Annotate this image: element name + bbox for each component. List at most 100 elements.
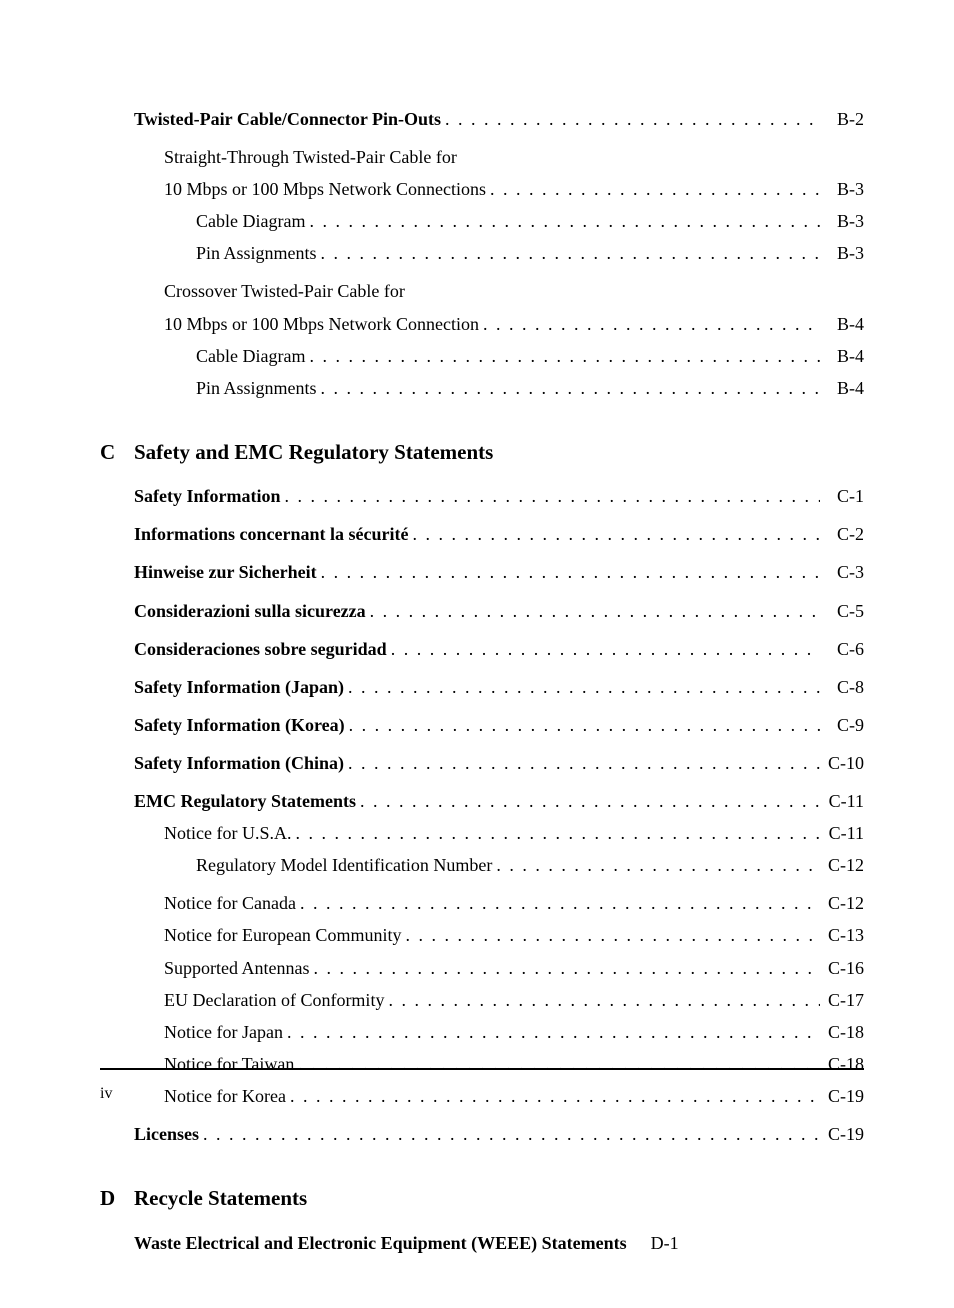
toc-entry-title: Notice for U.S.A.: [164, 820, 291, 846]
toc-entry-page: C-8: [820, 674, 864, 700]
toc-entry: Notice for U.S.A.. . . . . . . . . . . .…: [134, 820, 864, 846]
toc-entry-page: C-6: [820, 636, 864, 662]
toc-entry-title: Notice for Korea: [164, 1083, 286, 1109]
toc-dot-leader: . . . . . . . . . . . . . . . . . . . . …: [344, 674, 820, 700]
toc-section-heading: DRecycle Statements: [100, 1183, 864, 1213]
toc-entry-page: B-3: [820, 176, 864, 202]
toc-entry-page: C-19: [820, 1083, 864, 1109]
toc-entry-text: Straight-Through Twisted-Pair Cable for: [164, 147, 457, 167]
toc-entry-title: Safety Information (China): [134, 750, 344, 776]
toc-entry-title: Notice for Canada: [164, 890, 296, 916]
toc-dot-leader: . . . . . . . . . . . . . . . . . . . . …: [317, 240, 820, 266]
toc-dot-leader: . . . . . . . . . . . . . . . . . . . . …: [345, 712, 820, 738]
toc-entry-page: C-11: [820, 788, 864, 814]
toc-entry: 10 Mbps or 100 Mbps Network Connection. …: [134, 311, 864, 337]
toc-entry-page: C-16: [820, 955, 864, 981]
toc-entry: EMC Regulatory Statements. . . . . . . .…: [134, 788, 864, 814]
toc-dot-leader: . . . . . . . . . . . . . . . . . . . . …: [441, 106, 820, 132]
toc-entry: Notice for Taiwan. . . . . . . . . . . .…: [134, 1051, 864, 1077]
toc-entry-title: Hinweise zur Sicherheit: [134, 559, 317, 585]
footer-page-number: iv: [100, 1082, 112, 1105]
toc-dot-leader: . . . . . . . . . . . . . . . . . . . . …: [294, 1051, 820, 1077]
toc-entry: Safety Information (Korea). . . . . . . …: [134, 712, 864, 738]
toc-entry-page: C-9: [820, 712, 864, 738]
toc-entry-page: D-1: [635, 1230, 679, 1256]
toc-entry-page: C-10: [820, 750, 864, 776]
toc-dot-leader: . . . . . . . . . . . . . . . . . . . . …: [479, 311, 820, 337]
toc-dot-leader: . . . . . . . . . . . . . . . . . . . . …: [305, 343, 820, 369]
toc-entry-title: Safety Information (Korea): [134, 712, 345, 738]
toc-dot-leader: . . . . . . . . . . . . . . . . . . . . …: [310, 955, 821, 981]
toc-entry-page: C-11: [820, 820, 864, 846]
toc-entry-title: Safety Information: [134, 483, 281, 509]
toc-dot-leader: . . . . . . . . . . . . . . . . . . . . …: [291, 820, 820, 846]
toc-dot-leader: . . . . . . . . . . . . . . . . . . . . …: [408, 521, 820, 547]
toc-entry-page: C-3: [820, 559, 864, 585]
toc-dot-leader: . . . . . . . . . . . . . . . . . . . . …: [366, 598, 820, 624]
toc-entry-title: Waste Electrical and Electronic Equipmen…: [134, 1230, 627, 1256]
toc-entry: Notice for Canada. . . . . . . . . . . .…: [134, 890, 864, 916]
toc-entry-title: Regulatory Model Identification Number: [196, 852, 492, 878]
toc-entry: Consideraciones sobre seguridad. . . . .…: [134, 636, 864, 662]
toc-entry-label-pre: Straight-Through Twisted-Pair Cable for: [134, 144, 864, 170]
toc-dot-leader: . . . . . . . . . . . . . . . . . . . . …: [401, 922, 820, 948]
toc-section-prior: Twisted-Pair Cable/Connector Pin-Outs. .…: [134, 106, 864, 401]
toc-dot-leader: . . . . . . . . . . . . . . . . . . . . …: [305, 208, 820, 234]
toc-entry-title: EMC Regulatory Statements: [134, 788, 356, 814]
toc-entry-title: Pin Assignments: [196, 375, 317, 401]
toc-entry: Informations concernant la sécurité. . .…: [134, 521, 864, 547]
toc-section-letter: D: [100, 1183, 134, 1213]
toc-entry: Cable Diagram. . . . . . . . . . . . . .…: [134, 343, 864, 369]
toc-dot-leader: . . . . . . . . . . . . . . . . . . . . …: [317, 559, 820, 585]
toc-entry-page: C-5: [820, 598, 864, 624]
toc-entry: Safety Information. . . . . . . . . . . …: [134, 483, 864, 509]
toc-entry-title: Notice for Japan: [164, 1019, 283, 1045]
toc-entry: Hinweise zur Sicherheit. . . . . . . . .…: [134, 559, 864, 585]
toc-entry: Pin Assignments. . . . . . . . . . . . .…: [134, 375, 864, 401]
toc-sections: CSafety and EMC Regulatory Statements Saf…: [100, 437, 864, 1256]
toc-entry-title: 10 Mbps or 100 Mbps Network Connection: [164, 311, 479, 337]
toc-entry: Cable Diagram. . . . . . . . . . . . . .…: [134, 208, 864, 234]
toc-dot-leader: . . . . . . . . . . . . . . . . . . . . …: [281, 483, 821, 509]
toc-entry: Twisted-Pair Cable/Connector Pin-Outs. .…: [134, 106, 864, 132]
toc-entry-page: B-2: [820, 106, 864, 132]
toc-entry-title: Licenses: [134, 1121, 199, 1147]
toc-entry: Supported Antennas. . . . . . . . . . . …: [134, 955, 864, 981]
toc-entry: Safety Information (Japan). . . . . . . …: [134, 674, 864, 700]
toc-entry-page: C-17: [820, 987, 864, 1013]
toc-entry: 10 Mbps or 100 Mbps Network Connections.…: [134, 176, 864, 202]
toc-dot-leader: . . . . . . . . . . . . . . . . . . . . …: [492, 852, 820, 878]
toc-entry-page: C-18: [820, 1019, 864, 1045]
toc-dot-leader: . . . . . . . . . . . . . . . . . . . . …: [199, 1121, 820, 1147]
toc-section-letter: C: [100, 437, 134, 467]
toc-entry-text: Crossover Twisted-Pair Cable for: [164, 281, 405, 301]
toc-entry-title: Cable Diagram: [196, 343, 305, 369]
toc-entry-page: C-1: [820, 483, 864, 509]
toc-entry: EU Declaration of Conformity. . . . . . …: [134, 987, 864, 1013]
toc-entry-title: Consideraciones sobre seguridad: [134, 636, 387, 662]
toc-dot-leader: . . . . . . . . . . . . . . . . . . . . …: [286, 1083, 820, 1109]
toc-entry-page: C-13: [820, 922, 864, 948]
toc-entry-title: Considerazioni sulla sicurezza: [134, 598, 366, 624]
toc-entry-page: B-3: [820, 208, 864, 234]
toc-entry-page: B-4: [820, 375, 864, 401]
toc-entry: Notice for Japan. . . . . . . . . . . . …: [134, 1019, 864, 1045]
toc-entry: Pin Assignments. . . . . . . . . . . . .…: [134, 240, 864, 266]
toc-entry-title: Safety Information (Japan): [134, 674, 344, 700]
footer-rule: [100, 1068, 864, 1070]
toc-section-heading: CSafety and EMC Regulatory Statements: [100, 437, 864, 467]
toc-section-entries: Waste Electrical and Electronic Equipmen…: [134, 1230, 864, 1256]
toc-section-entries: Safety Information. . . . . . . . . . . …: [134, 483, 864, 1147]
toc-entry-page: B-3: [820, 240, 864, 266]
toc-entry-title: Notice for Taiwan: [164, 1051, 294, 1077]
toc-entry-page: C-19: [820, 1121, 864, 1147]
toc-dot-leader: . . . . . . . . . . . . . . . . . . . . …: [356, 788, 820, 814]
toc-entry-title: Pin Assignments: [196, 240, 317, 266]
toc-entry-page: C-18: [820, 1051, 864, 1077]
toc-dot-leader: . . . . . . . . . . . . . . . . . . . . …: [317, 375, 820, 401]
toc-entry-page: B-4: [820, 343, 864, 369]
toc-dot-leader: . . . . . . . . . . . . . . . . . . . . …: [283, 1019, 820, 1045]
toc-entry: Notice for Korea. . . . . . . . . . . . …: [134, 1083, 864, 1109]
toc-entry: Regulatory Model Identification Number. …: [134, 852, 864, 878]
toc-dot-leader: . . . . . . . . . . . . . . . . . . . . …: [344, 750, 820, 776]
